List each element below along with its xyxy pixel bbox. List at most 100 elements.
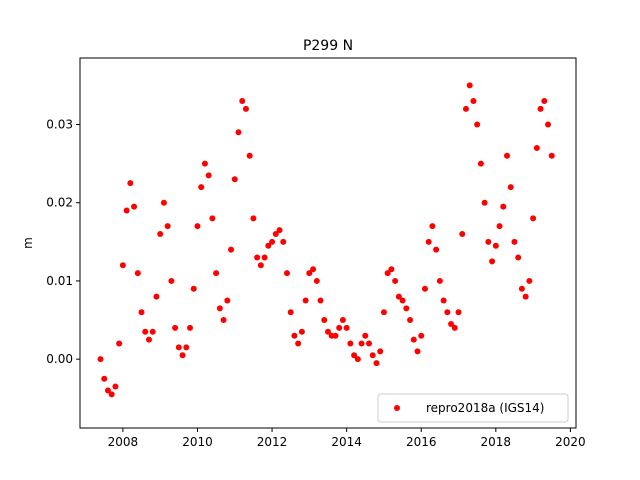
data-point [131,203,138,210]
x-tick-label: 2014 [331,435,362,449]
y-tick-label: 0.03 [46,117,73,131]
data-point [392,277,399,284]
data-point [310,266,317,273]
data-point [313,277,320,284]
data-point [101,375,108,382]
data-point [332,332,339,339]
data-point [362,332,369,339]
data-point [242,105,249,112]
data-point [354,356,361,363]
y-tick-label: 0.02 [46,196,73,210]
data-point [149,328,156,335]
data-point [116,340,123,347]
data-point [336,324,343,331]
data-point [339,317,346,324]
y-axis-ticks: 0.00 0.01 0.02 0.03 [46,117,80,366]
data-point [280,238,287,245]
y-tick-label: 0.00 [46,352,73,366]
data-point [444,309,451,316]
data-point [436,277,443,284]
plot-frame [79,57,577,429]
chart-title: P299 N [303,38,353,54]
data-point [325,328,331,335]
legend-marker-icon [394,405,400,411]
data-point [358,340,365,347]
data-point [160,199,167,206]
data-point [153,293,160,300]
data-point [175,344,182,351]
data-point [321,317,328,324]
data-point [179,352,186,359]
data-point [213,270,220,277]
data-point [533,144,540,151]
data-point [276,227,283,234]
x-tick-label: 2020 [555,435,586,449]
data-point [548,152,555,159]
data-point [545,121,552,128]
legend: repro2018a (IGS14) [377,393,569,423]
legend-label: repro2018a (IGS14) [426,401,544,415]
data-point [440,297,447,304]
data-point [526,277,533,284]
data-point [470,98,477,105]
data-point [455,309,462,316]
x-tick-label: 2010 [182,435,213,449]
data-point [399,297,406,304]
data-point [209,215,216,222]
data-point [414,348,421,355]
data-point [298,328,305,335]
data-point [429,223,436,230]
data-point [343,324,350,331]
data-point [507,184,514,191]
data-point [287,309,294,316]
data-point [377,348,384,355]
x-tick-label: 2018 [481,435,512,449]
data-point [145,336,152,343]
data-point [257,262,264,269]
data-point [407,317,414,324]
data-point [380,309,387,316]
data-point [522,293,529,300]
data-point [366,340,373,347]
data-point [481,199,488,206]
data-point [283,270,290,277]
data-point [433,246,440,253]
data-point [537,105,544,112]
data-point [474,121,481,128]
data-point [541,98,548,105]
data-point [462,105,469,112]
data-point [220,317,227,324]
data-point [425,238,432,245]
x-axis-ticks: 2008 2010 2012 2014 2016 2018 2020 [108,428,586,449]
data-point [108,391,115,398]
data-point [112,383,119,390]
data-point [104,387,111,394]
data-point [127,180,134,187]
data-point [235,129,242,136]
data-point [492,242,499,249]
data-point [194,223,201,230]
data-point [302,297,309,304]
data-point [347,340,354,347]
data-point [515,254,522,261]
data-point [459,231,466,237]
data-point [272,231,279,237]
data-point [123,207,130,214]
data-point [190,285,197,292]
data-point [216,305,223,312]
data-point [164,223,171,230]
data-point [384,270,391,277]
legend-box [377,393,569,423]
y-axis-label: m [21,237,35,249]
data-point [172,324,179,331]
data-point [418,332,425,339]
data-point [421,285,428,292]
data-point [157,231,164,237]
data-point [317,297,324,304]
data-point [373,360,380,367]
data-point [246,152,253,159]
data-point [254,254,261,261]
data-point [485,238,492,245]
data-point [228,246,235,253]
data-point [500,203,507,210]
